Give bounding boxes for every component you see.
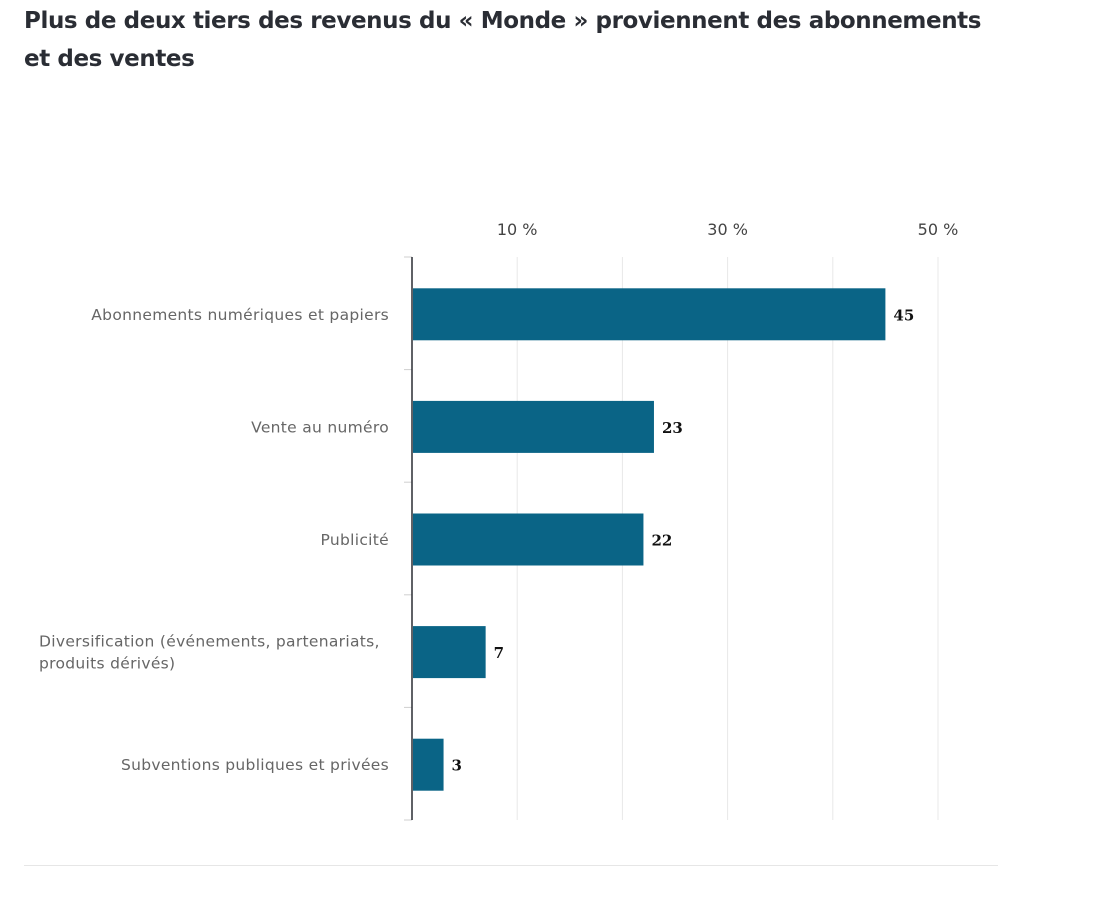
bar bbox=[413, 738, 444, 791]
value-label: 7 bbox=[494, 644, 504, 662]
bars bbox=[413, 288, 886, 791]
chart-title: Plus de deux tiers des revenus du « Mond… bbox=[24, 8, 982, 72]
category-label: Subventions publiques et privées bbox=[121, 756, 389, 774]
value-label: 3 bbox=[452, 757, 462, 775]
bar bbox=[413, 288, 886, 341]
category-label: Diversification (événements, partenariat… bbox=[39, 633, 380, 651]
value-label: 45 bbox=[893, 306, 914, 324]
x-tick-label: 50 % bbox=[918, 220, 959, 239]
bar bbox=[413, 400, 654, 453]
category-labels: Abonnements numériques et papiers Vente a… bbox=[39, 306, 389, 774]
x-axis-tick-labels: 10 % 30 % 50 % bbox=[497, 220, 958, 239]
category-label: produits dérivés) bbox=[39, 655, 175, 673]
bar bbox=[413, 513, 644, 566]
category-label: Publicité bbox=[321, 531, 390, 549]
bar bbox=[413, 626, 486, 679]
y-axis bbox=[404, 256, 413, 821]
x-tick-label: 10 % bbox=[497, 220, 538, 239]
value-label: 22 bbox=[651, 532, 672, 550]
value-labels: 45 23 22 7 3 bbox=[452, 306, 915, 774]
footer-divider bbox=[24, 865, 998, 866]
category-label: Vente au numéro bbox=[251, 418, 389, 436]
x-tick-label: 30 % bbox=[707, 220, 748, 239]
value-label: 23 bbox=[662, 419, 683, 437]
category-label: Abonnements numériques et papiers bbox=[91, 306, 389, 324]
